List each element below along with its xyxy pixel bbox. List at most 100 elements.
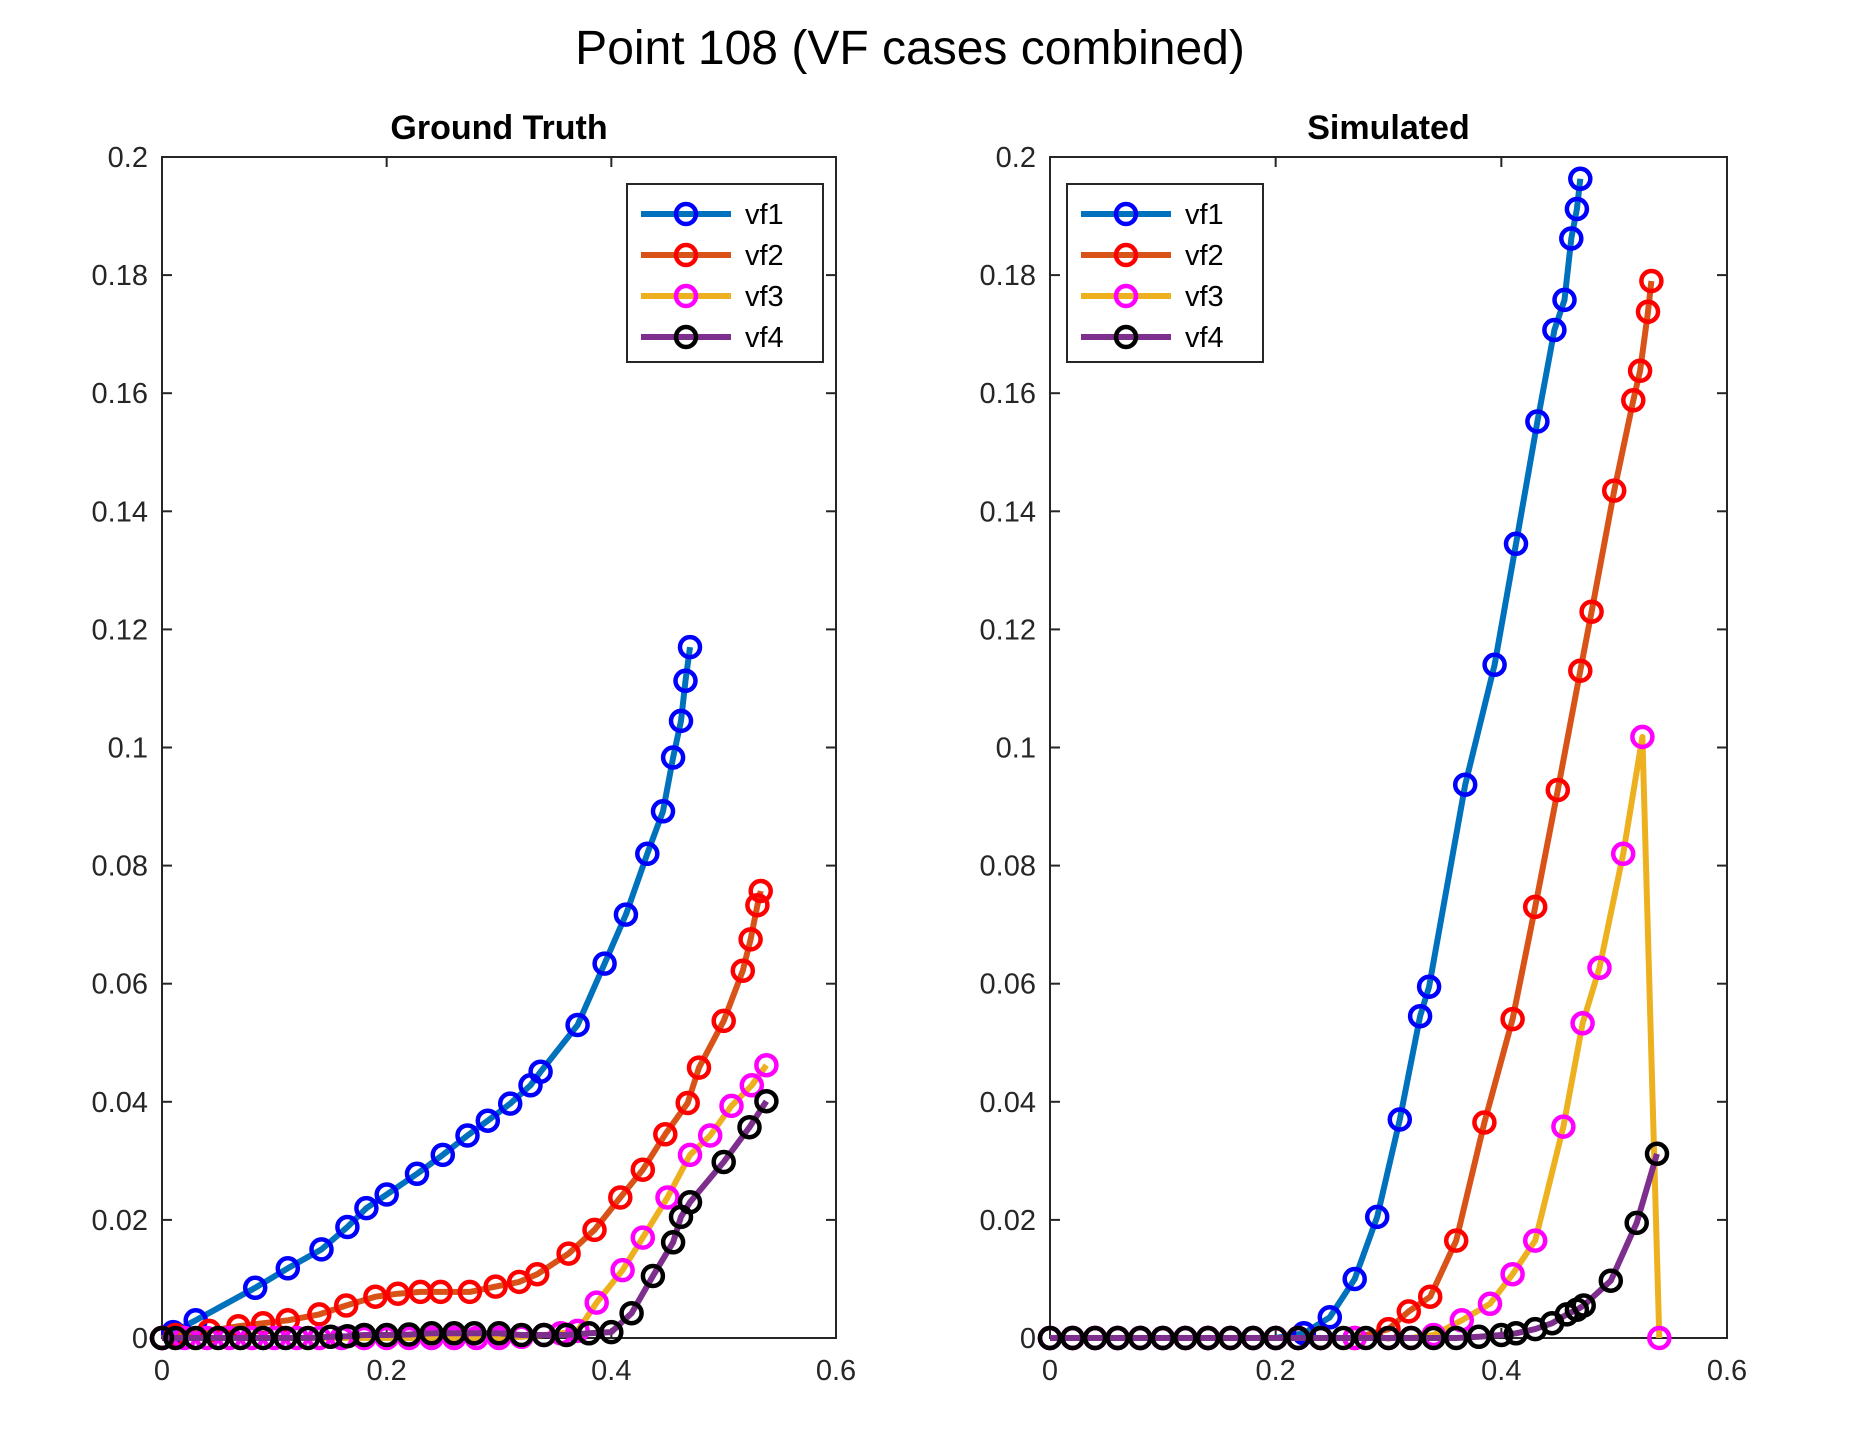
- data-point-vf2: [1396, 1299, 1422, 1324]
- data-point-vf4: [1598, 1268, 1624, 1293]
- y-tick-label: 0.1: [108, 733, 148, 765]
- data-point-vf1: [354, 1195, 379, 1221]
- data-point-vf2: [630, 1157, 656, 1182]
- data-point-vf4: [1285, 1325, 1311, 1351]
- data-point-vf2: [1568, 658, 1593, 683]
- legend-label-vf2: vf2: [1185, 240, 1224, 272]
- x-tick-label: 0.4: [591, 1355, 631, 1387]
- data-point-vf1: [309, 1237, 334, 1262]
- data-point-vf4: [1060, 1325, 1085, 1351]
- y-tick-label: 0.06: [980, 969, 1036, 1001]
- data-point-vf4: [619, 1300, 644, 1326]
- y-tick-label: 0.16: [92, 378, 148, 410]
- data-point-vf1: [1407, 1003, 1433, 1029]
- data-point-vf4: [509, 1322, 534, 1348]
- data-point-vf3: [719, 1093, 744, 1119]
- legend-marker-vf2: [1113, 242, 1139, 268]
- data-point-vf2: [1500, 1006, 1525, 1032]
- data-point-vf3: [584, 1290, 609, 1315]
- data-point-vf4: [1376, 1325, 1401, 1351]
- legend: vf1 vf2 vf3 vf4: [1066, 183, 1264, 363]
- data-point-vf4: [351, 1322, 377, 1348]
- data-point-vf4: [1128, 1325, 1153, 1351]
- data-point-vf4: [1331, 1325, 1356, 1351]
- data-point-vf1: [650, 799, 676, 824]
- data-point-vf4: [677, 1189, 703, 1215]
- data-point-vf2: [457, 1279, 483, 1305]
- data-point-vf4: [1037, 1325, 1063, 1351]
- data-point-vf2: [524, 1261, 550, 1287]
- data-point-vf1: [1482, 652, 1507, 678]
- data-point-vf3: [610, 1257, 635, 1283]
- data-point-vf3: [739, 1073, 765, 1098]
- data-point-vf1: [592, 951, 617, 976]
- data-point-vf4: [1105, 1325, 1130, 1351]
- data-point-vf2: [1443, 1228, 1469, 1253]
- data-point-vf4: [711, 1149, 736, 1175]
- data-point-vf4: [554, 1322, 579, 1348]
- simulated-panel: Simulated 0 0.2 0.4 0.6 0 0.02 0.04 0.06 0.08 0.1 0…: [980, 109, 1748, 1387]
- data-point-vf3: [1610, 841, 1636, 867]
- data-point-vf4: [754, 1088, 779, 1114]
- data-point-vf2: [385, 1281, 411, 1306]
- data-point-vf4: [1644, 1141, 1670, 1167]
- panel-title: Ground Truth: [390, 109, 607, 147]
- data-point-vf2: [730, 958, 756, 983]
- data-point-vf2: [1621, 388, 1646, 413]
- data-point-vf3: [1477, 1291, 1503, 1317]
- data-point-vf4: [1195, 1325, 1221, 1351]
- data-point-vf1: [565, 1012, 590, 1038]
- data-point-vf4: [1571, 1293, 1596, 1318]
- y-tick-label: 0.02: [980, 1205, 1036, 1237]
- legend-marker-vf1: [1113, 201, 1139, 227]
- data-point-vf3: [1551, 1114, 1576, 1139]
- data-point-vf3: [1587, 955, 1612, 981]
- y-tick-label: 0.2: [108, 142, 148, 174]
- data-point-vf2: [582, 1217, 607, 1243]
- data-point-vf3: [1647, 1325, 1672, 1351]
- y-tick-label: 0.12: [980, 614, 1036, 646]
- data-point-vf4: [183, 1325, 208, 1351]
- data-point-vf1: [677, 634, 703, 660]
- data-point-vf4: [228, 1325, 253, 1351]
- data-point-vf4: [1421, 1325, 1446, 1351]
- data-point-vf4: [396, 1322, 422, 1347]
- data-point-vf1: [673, 668, 698, 694]
- data-point-vf4: [273, 1325, 298, 1351]
- data-point-vf4: [1624, 1210, 1649, 1236]
- y-tick-label: 0.2: [996, 142, 1036, 174]
- legend-marker-vf3: [673, 283, 699, 309]
- data-point-vf4: [295, 1325, 321, 1351]
- data-point-vf3: [630, 1225, 656, 1250]
- figure-title: Point 108 (VF cases combined): [575, 22, 1245, 75]
- data-point-vf4: [335, 1323, 360, 1349]
- legend: vf1 vf2 vf3 vf4: [626, 183, 824, 363]
- data-point-vf1: [1387, 1107, 1413, 1132]
- data-point-vf3: [754, 1052, 779, 1078]
- data-point-vf4: [531, 1322, 557, 1348]
- data-point-vf4: [599, 1319, 624, 1345]
- data-point-vf1: [528, 1059, 553, 1084]
- data-point-vf2: [1545, 777, 1571, 803]
- data-point-vf4: [462, 1321, 487, 1346]
- data-point-vf2: [686, 1055, 712, 1080]
- data-point-vf4: [374, 1322, 399, 1348]
- legend-label-vf1: vf1: [745, 199, 784, 231]
- data-point-vf4: [640, 1263, 666, 1289]
- data-point-vf2: [1579, 599, 1604, 624]
- data-point-vf2: [1472, 1110, 1497, 1135]
- legend-marker-vf4: [673, 324, 699, 350]
- data-point-vf1: [242, 1275, 268, 1301]
- legend-label-vf4: vf4: [1185, 322, 1224, 354]
- y-tick-label: 0: [1020, 1323, 1036, 1355]
- data-point-vf1: [335, 1214, 360, 1240]
- y-tick-label: 0.08: [92, 851, 148, 883]
- data-point-vf4: [1308, 1325, 1334, 1351]
- data-point-vf4: [205, 1325, 231, 1351]
- y-tick-label: 0.04: [92, 1087, 148, 1119]
- data-point-vf3: [697, 1123, 723, 1148]
- data-point-vf1: [404, 1161, 430, 1187]
- data-point-vf2: [711, 1008, 736, 1034]
- y-tick-label: 0.02: [92, 1205, 148, 1237]
